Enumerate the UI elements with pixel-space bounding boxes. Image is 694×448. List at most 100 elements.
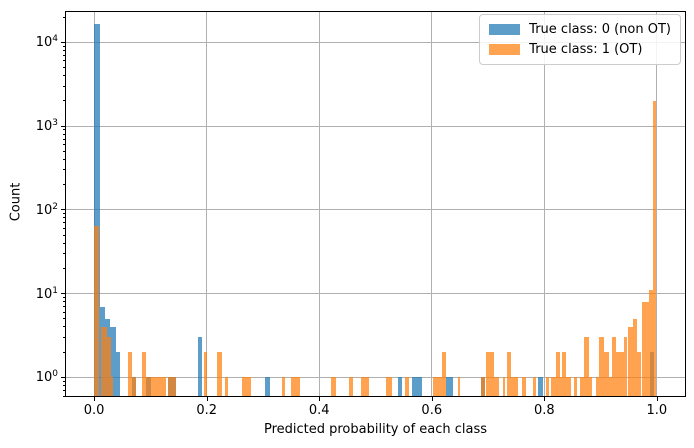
- y-minor-tick: [63, 234, 66, 236]
- bar-series-1: [510, 377, 519, 396]
- x-tick-label: 0.2: [196, 403, 218, 418]
- x-tick: [94, 397, 96, 401]
- bar-series-1: [127, 352, 132, 396]
- bar-series-1: [502, 377, 506, 396]
- y-minor-tick: [63, 144, 66, 146]
- bar-series-1: [624, 337, 628, 396]
- y-axis-label: Count: [8, 182, 24, 222]
- y-gridline: [66, 293, 685, 295]
- bar-series-1: [217, 352, 222, 396]
- bar-series-1: [203, 352, 207, 396]
- y-tick-label: 103: [35, 117, 58, 135]
- y-minor-tick: [63, 85, 66, 87]
- y-minor-tick: [63, 242, 66, 244]
- bar-series-1: [522, 377, 527, 396]
- legend-label-0: True class: 0 (non OT): [529, 22, 671, 37]
- bar-series-1: [603, 352, 610, 396]
- bar-series-1: [281, 377, 286, 396]
- y-minor-tick: [63, 311, 66, 313]
- legend-item-0: True class: 0 (non OT): [489, 22, 671, 37]
- bar-series-1: [404, 377, 409, 396]
- bar-series-1: [441, 352, 446, 396]
- y-minor-tick: [63, 169, 66, 171]
- bar-series-1: [566, 377, 572, 396]
- bar-series-1: [241, 377, 251, 396]
- x-gridline: [431, 12, 433, 396]
- y-minor-tick: [63, 158, 66, 160]
- bar-series-1: [637, 352, 642, 396]
- bar-series-1: [291, 377, 301, 396]
- y-minor-tick: [63, 301, 66, 303]
- bar-series-1: [100, 326, 108, 396]
- y-minor-tick: [63, 227, 66, 229]
- bar-series-1: [493, 377, 500, 396]
- bar-series-0: [538, 377, 544, 396]
- bar-series-1: [641, 301, 649, 396]
- x-gridline: [206, 12, 208, 396]
- bar-series-1: [628, 326, 633, 396]
- y-minor-tick: [63, 253, 66, 255]
- y-minor-tick: [63, 75, 66, 77]
- y-minor-tick: [63, 306, 66, 308]
- bar-series-1: [167, 377, 176, 396]
- bar-series-1: [652, 100, 656, 396]
- y-minor-tick: [63, 296, 66, 298]
- y-minor-tick: [63, 336, 66, 338]
- y-tick: [61, 209, 66, 211]
- bar-series-1: [331, 377, 337, 396]
- y-tick: [61, 41, 66, 43]
- y-minor-tick: [63, 213, 66, 215]
- bar-series-1: [580, 377, 585, 396]
- y-minor-tick: [63, 389, 66, 391]
- x-axis-label: Predicted probability of each class: [263, 422, 488, 437]
- y-minor-tick: [63, 184, 66, 186]
- y-tick-label: 102: [35, 201, 58, 219]
- bar-series-1: [94, 225, 100, 396]
- bar-series-1: [648, 290, 653, 396]
- bar-series-1: [589, 377, 593, 396]
- y-minor-tick: [63, 49, 66, 51]
- legend-label-1: True class: 1 (OT): [529, 42, 643, 57]
- bar-series-1: [506, 352, 511, 396]
- x-tick: [431, 397, 433, 401]
- x-gridline: [318, 12, 320, 396]
- bar-series-1: [485, 352, 494, 396]
- x-tick: [319, 397, 321, 401]
- x-gridline: [543, 12, 545, 396]
- bar-series-1: [457, 377, 461, 396]
- x-tick: [544, 397, 546, 401]
- y-minor-tick: [63, 395, 66, 397]
- x-tick: [206, 397, 208, 401]
- bar-series-1: [559, 377, 563, 396]
- y-minor-tick: [63, 16, 66, 18]
- bar-series-1: [556, 352, 560, 396]
- bar-series-0: [110, 326, 117, 396]
- x-tick-label: 0.0: [83, 403, 105, 418]
- y-tick-label: 104: [35, 34, 58, 51]
- bar-series-0: [445, 377, 453, 396]
- y-gridline: [66, 125, 685, 127]
- y-tick: [61, 293, 66, 295]
- bar-series-0: [197, 337, 202, 396]
- bar-series-0: [412, 377, 422, 396]
- x-tick-label: 0.4: [308, 403, 330, 418]
- y-minor-tick: [63, 318, 66, 320]
- bar-series-0: [398, 377, 402, 396]
- y-minor-tick: [63, 138, 66, 140]
- y-minor-tick: [63, 351, 66, 353]
- bar-series-0: [116, 352, 121, 396]
- bar-series-1: [546, 377, 550, 396]
- bar-series-0: [265, 377, 270, 396]
- y-tick: [61, 376, 66, 378]
- x-tick-label: 1.0: [646, 403, 668, 418]
- y-minor-tick: [63, 67, 66, 69]
- bar-series-1: [145, 377, 166, 396]
- x-gridline: [656, 12, 658, 396]
- bar-series-1: [574, 377, 577, 396]
- y-minor-tick: [63, 60, 66, 62]
- bar-series-1: [141, 352, 146, 396]
- y-gridline: [66, 41, 685, 43]
- y-tick: [61, 125, 66, 127]
- bar-series-1: [562, 352, 567, 396]
